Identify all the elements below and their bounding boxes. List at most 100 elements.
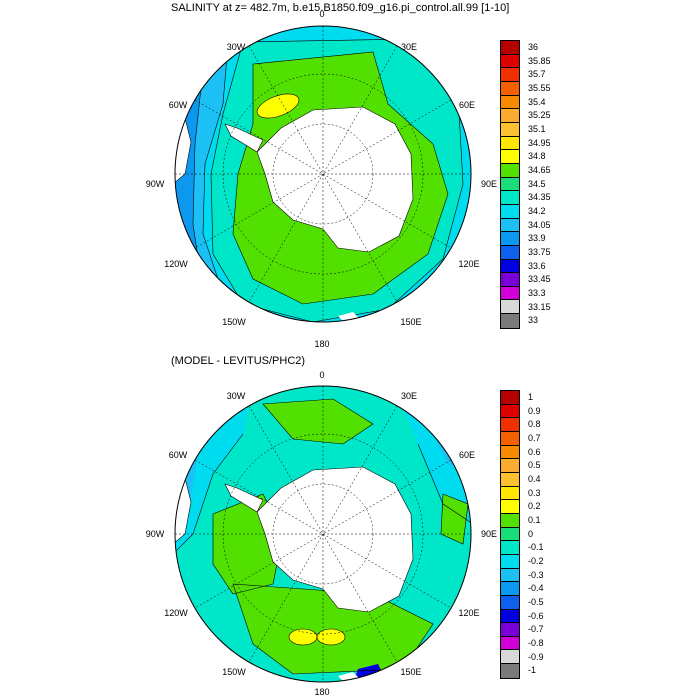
- colorbar-swatch: [501, 259, 519, 274]
- colorbar-swatch: [501, 191, 519, 205]
- panel-1-lon-label-120w: 120W: [164, 259, 188, 269]
- colorbar-tick-label: 35.55: [528, 82, 551, 93]
- panel-2-lon-label-150w: 150W: [222, 667, 246, 677]
- colorbar-tick-label: 34.65: [528, 164, 551, 175]
- panel-2-lon-label-60w: 60W: [168, 450, 188, 460]
- colorbar-swatch: [501, 418, 519, 432]
- colorbar-swatch: [501, 486, 519, 501]
- colorbar-tick-label: 0.8: [528, 419, 541, 430]
- panel-1-lon-label-150w: 150W: [222, 317, 246, 327]
- colorbar-tick-label: 34.05: [528, 219, 551, 230]
- colorbar-tick-label: 34.2: [528, 205, 546, 216]
- colorbar-tick-label: 33.75: [528, 246, 551, 257]
- colorbar-tick-label: 33: [528, 315, 539, 326]
- panel-2-lon-label-180: 180: [314, 687, 330, 697]
- colorbar-swatch: [501, 314, 519, 328]
- panel-2-polar-map: [174, 385, 472, 683]
- colorbar-tick-label: 35.7: [528, 69, 546, 80]
- colorbar-tick-label: -0.1: [528, 542, 544, 553]
- colorbar-swatch: [501, 273, 519, 287]
- panel-2-lon-label-0: 0: [319, 370, 325, 380]
- colorbar-swatch: [501, 582, 519, 596]
- panel-2-title: (MODEL - LEVITUS/PHC2): [171, 355, 306, 367]
- colorbar-tick-label: 0.7: [528, 432, 541, 443]
- panel-2-lon-label-30e: 30E: [400, 391, 418, 401]
- colorbar-swatch: [501, 445, 519, 460]
- colorbar-tick-label: -0.2: [528, 555, 544, 566]
- colorbar-swatch: [501, 136, 519, 151]
- colorbar-tick-label: 34.8: [528, 151, 546, 162]
- colorbar-tick-label: -0.9: [528, 651, 544, 662]
- colorbar-tick-label: 34.95: [528, 137, 551, 148]
- colorbar-tick-label: 0.6: [528, 446, 541, 457]
- colorbar-swatch: [501, 204, 519, 219]
- colorbar-swatch: [501, 472, 519, 487]
- colorbar-swatch: [501, 636, 519, 651]
- colorbar-tick-label: -0.6: [528, 610, 544, 621]
- colorbar-swatch: [501, 664, 519, 678]
- colorbar-tick-label: 33.15: [528, 301, 551, 312]
- panel-2-colorbar: [500, 390, 520, 679]
- colorbar-tick-label: -0.7: [528, 624, 544, 635]
- colorbar-swatch: [501, 232, 519, 246]
- colorbar-swatch: [501, 541, 519, 555]
- colorbar-tick-label: 33.9: [528, 233, 546, 244]
- colorbar-swatch: [501, 595, 519, 610]
- colorbar-swatch: [501, 41, 519, 55]
- colorbar-tick-label: -0.8: [528, 637, 544, 648]
- colorbar-swatch: [501, 150, 519, 164]
- colorbar-swatch: [501, 109, 519, 123]
- colorbar-tick-label: -0.5: [528, 596, 544, 607]
- panel-1-lon-label-60e: 60E: [458, 100, 476, 110]
- colorbar-tick-label: 0.9: [528, 405, 541, 416]
- colorbar-tick-label: 35.4: [528, 96, 546, 107]
- colorbar-swatch: [501, 286, 519, 301]
- panel-2-lon-label-90e: 90E: [480, 529, 498, 539]
- colorbar-tick-label: -0.4: [528, 583, 544, 594]
- colorbar-tick-label: -1: [528, 665, 537, 676]
- colorbar-swatch: [501, 177, 519, 192]
- colorbar-tick-label: -0.3: [528, 569, 544, 580]
- colorbar-swatch: [501, 68, 519, 82]
- colorbar-swatch: [501, 459, 519, 473]
- colorbar-tick-label: 35.25: [528, 110, 551, 121]
- panel-1-lon-label-90e: 90E: [480, 179, 498, 189]
- colorbar-swatch: [501, 122, 519, 137]
- colorbar-tick-label: 35.85: [528, 55, 551, 66]
- colorbar-tick-label: 34.5: [528, 178, 546, 189]
- colorbar-tick-label: 34.35: [528, 192, 551, 203]
- colorbar-tick-label: 0.3: [528, 487, 541, 498]
- colorbar-tick-label: 33.6: [528, 260, 546, 271]
- colorbar-swatch: [501, 609, 519, 624]
- panel-1-lon-label-180: 180: [314, 339, 330, 349]
- panel-2-lon-label-60e: 60E: [458, 450, 476, 460]
- colorbar-swatch: [501, 513, 519, 528]
- colorbar-tick-label: 36: [528, 41, 539, 52]
- colorbar-swatch: [501, 391, 519, 405]
- colorbar-swatch: [501, 245, 519, 260]
- colorbar-swatch: [501, 163, 519, 178]
- panel-1-lon-label-90w: 90W: [145, 179, 165, 189]
- colorbar-tick-label: 33.45: [528, 274, 551, 285]
- panel-1-title: SALINITY at z= 482.7m, b.e15.B1850.f09_g…: [171, 2, 510, 14]
- colorbar-tick-label: 0: [528, 528, 534, 539]
- panel-2-lon-label-150e: 150E: [400, 667, 422, 677]
- colorbar-swatch: [501, 300, 519, 315]
- colorbar-swatch: [501, 650, 519, 665]
- panel-1-lon-label-30w: 30W: [226, 42, 246, 52]
- panel-1-lon-label-150e: 150E: [400, 317, 422, 327]
- colorbar-swatch: [501, 404, 519, 419]
- panel-1-lon-label-30e: 30E: [400, 42, 418, 52]
- colorbar-swatch: [501, 527, 519, 542]
- colorbar-swatch: [501, 500, 519, 514]
- panel-1-lon-label-120e: 120E: [458, 259, 480, 269]
- colorbar-swatch: [501, 554, 519, 569]
- panel-2-lon-label-30w: 30W: [226, 391, 246, 401]
- panel-2-lon-label-120e: 120E: [458, 608, 480, 618]
- panel-1-lon-label-0: 0: [319, 9, 325, 19]
- colorbar-tick-label: 0.4: [528, 473, 541, 484]
- colorbar-tick-label: 0.2: [528, 501, 541, 512]
- panel-1-lon-label-60w: 60W: [168, 100, 188, 110]
- panel-1-polar-map: [174, 25, 472, 323]
- panel-2-lon-label-90w: 90W: [145, 529, 165, 539]
